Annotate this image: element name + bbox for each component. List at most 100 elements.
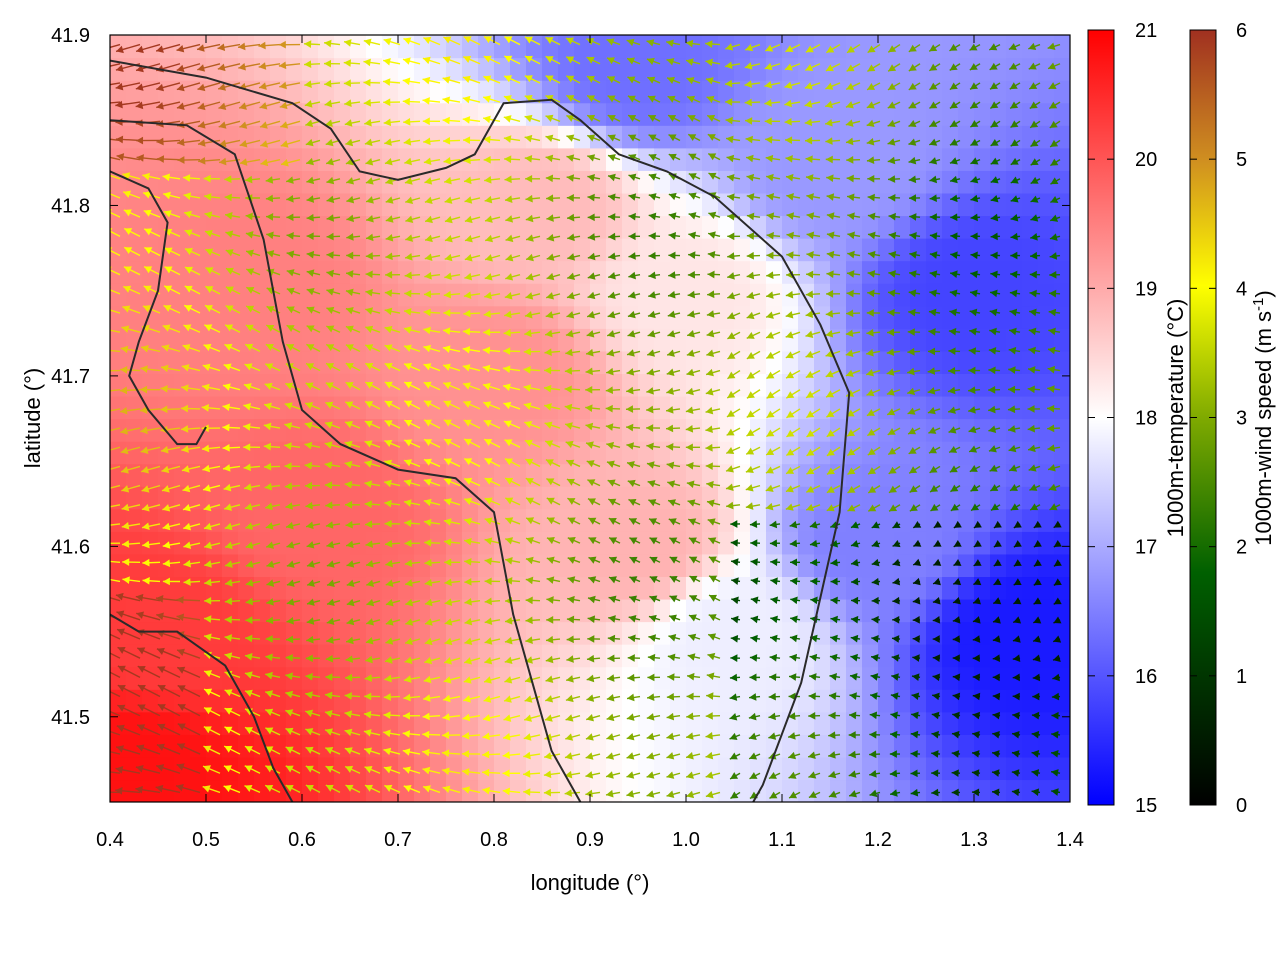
temperature-cell bbox=[190, 756, 207, 781]
temperature-cell bbox=[718, 125, 735, 149]
temperature-cell bbox=[398, 441, 415, 465]
temperature-cell bbox=[158, 125, 175, 149]
temperature-cell bbox=[910, 35, 927, 59]
temperature-cell bbox=[910, 350, 927, 374]
temperature-cell bbox=[238, 734, 255, 758]
temperature-cell bbox=[846, 350, 863, 374]
temperature-cell bbox=[638, 621, 655, 645]
temperature-cell bbox=[974, 170, 991, 194]
temperature-cell bbox=[382, 621, 399, 645]
temperature-cell bbox=[830, 598, 847, 623]
temperature-cell bbox=[462, 57, 479, 81]
temperature-cell bbox=[814, 147, 831, 171]
temperature-cell bbox=[718, 711, 735, 735]
temperature-cell bbox=[478, 80, 495, 104]
temperature-cell bbox=[382, 350, 399, 374]
temperature-cell bbox=[286, 283, 303, 307]
temperature-cell bbox=[702, 328, 719, 352]
temperature-cell bbox=[254, 147, 271, 171]
temperature-cell bbox=[910, 418, 927, 442]
wind-speed-colorbar-tick-label: 4 bbox=[1236, 278, 1247, 300]
temperature-cell bbox=[446, 576, 463, 600]
temperature-cell bbox=[398, 418, 415, 442]
temperature-cell bbox=[654, 531, 671, 555]
temperature-cell bbox=[462, 666, 479, 690]
temperature-cell bbox=[814, 57, 831, 81]
temperature-cell bbox=[366, 734, 383, 758]
temperature-cell bbox=[206, 576, 223, 600]
temperature-cell bbox=[990, 395, 1007, 420]
temperature-cell bbox=[206, 170, 223, 194]
temperature-cell bbox=[478, 576, 495, 600]
temperature-cell bbox=[1054, 441, 1070, 465]
temperature-cell bbox=[862, 80, 879, 104]
temperature-cell bbox=[702, 441, 719, 465]
temperature-cell bbox=[558, 373, 575, 397]
temperature-cell bbox=[1022, 80, 1039, 104]
temperature-cell bbox=[430, 328, 447, 352]
temperature-cell bbox=[862, 689, 879, 713]
temperature-cell bbox=[830, 553, 847, 578]
temperature-cell bbox=[926, 305, 943, 329]
temperature-cell bbox=[1006, 508, 1023, 532]
temperature-cell bbox=[478, 170, 495, 194]
temperature-cell bbox=[894, 215, 911, 239]
temperature-cell bbox=[1038, 57, 1055, 81]
wind-speed-label-end: ) bbox=[1251, 290, 1276, 297]
temperature-cell bbox=[814, 734, 831, 758]
temperature-cell bbox=[782, 373, 799, 397]
temperature-cell bbox=[318, 711, 335, 735]
temperature-cell bbox=[350, 35, 367, 59]
temperature-cell bbox=[926, 531, 943, 555]
temperature-cell bbox=[446, 689, 463, 713]
temperature-cell bbox=[830, 779, 847, 802]
temperature-cell bbox=[654, 598, 671, 623]
temperature-cell bbox=[542, 35, 559, 59]
temperature-cell bbox=[1022, 192, 1039, 217]
temperature-cell bbox=[254, 531, 271, 555]
temperature-cell bbox=[830, 418, 847, 442]
temperature-cell bbox=[814, 756, 831, 781]
temperature-cell bbox=[510, 576, 527, 600]
temperature-cell bbox=[846, 734, 863, 758]
temperature-cell bbox=[782, 779, 799, 802]
temperature-cell bbox=[718, 666, 735, 690]
temperature-cell bbox=[622, 283, 639, 307]
temperature-cell bbox=[782, 508, 799, 532]
temperature-cell bbox=[926, 598, 943, 623]
temperature-cell bbox=[414, 689, 431, 713]
temperature-cell bbox=[798, 328, 815, 352]
temperature-cell bbox=[126, 756, 143, 781]
temperature-cell bbox=[734, 283, 751, 307]
temperature-cell bbox=[462, 553, 479, 578]
temperature-cell bbox=[190, 576, 207, 600]
temperature-cell bbox=[734, 576, 751, 600]
temperature-cell bbox=[958, 395, 975, 420]
temperature-cell bbox=[142, 486, 159, 510]
temperature-cell bbox=[494, 486, 511, 510]
temperature-cell bbox=[1006, 689, 1023, 713]
temperature-cell bbox=[590, 80, 607, 104]
temperature-cell bbox=[878, 779, 895, 802]
temperature-cell bbox=[558, 508, 575, 532]
temperature-cell bbox=[686, 576, 703, 600]
temperature-cell bbox=[718, 283, 735, 307]
temperature-cell bbox=[622, 644, 639, 668]
temperature-cell bbox=[926, 689, 943, 713]
temperature-cell bbox=[718, 553, 735, 578]
temperature-cell bbox=[398, 80, 415, 104]
temperature-cell bbox=[670, 305, 687, 329]
temperature-cell bbox=[574, 621, 591, 645]
temperature-cell bbox=[190, 666, 207, 690]
temperature-cell bbox=[718, 35, 735, 59]
temperature-cell bbox=[350, 328, 367, 352]
temperature-cell bbox=[1038, 80, 1055, 104]
temperature-cell bbox=[286, 598, 303, 623]
temperature-cell bbox=[862, 35, 879, 59]
temperature-cell bbox=[686, 215, 703, 239]
temperature-cell bbox=[990, 576, 1007, 600]
temperature-cell bbox=[942, 215, 959, 239]
temperature-cell bbox=[366, 463, 383, 487]
temperature-cell bbox=[798, 463, 815, 487]
temperature-cell bbox=[478, 598, 495, 623]
